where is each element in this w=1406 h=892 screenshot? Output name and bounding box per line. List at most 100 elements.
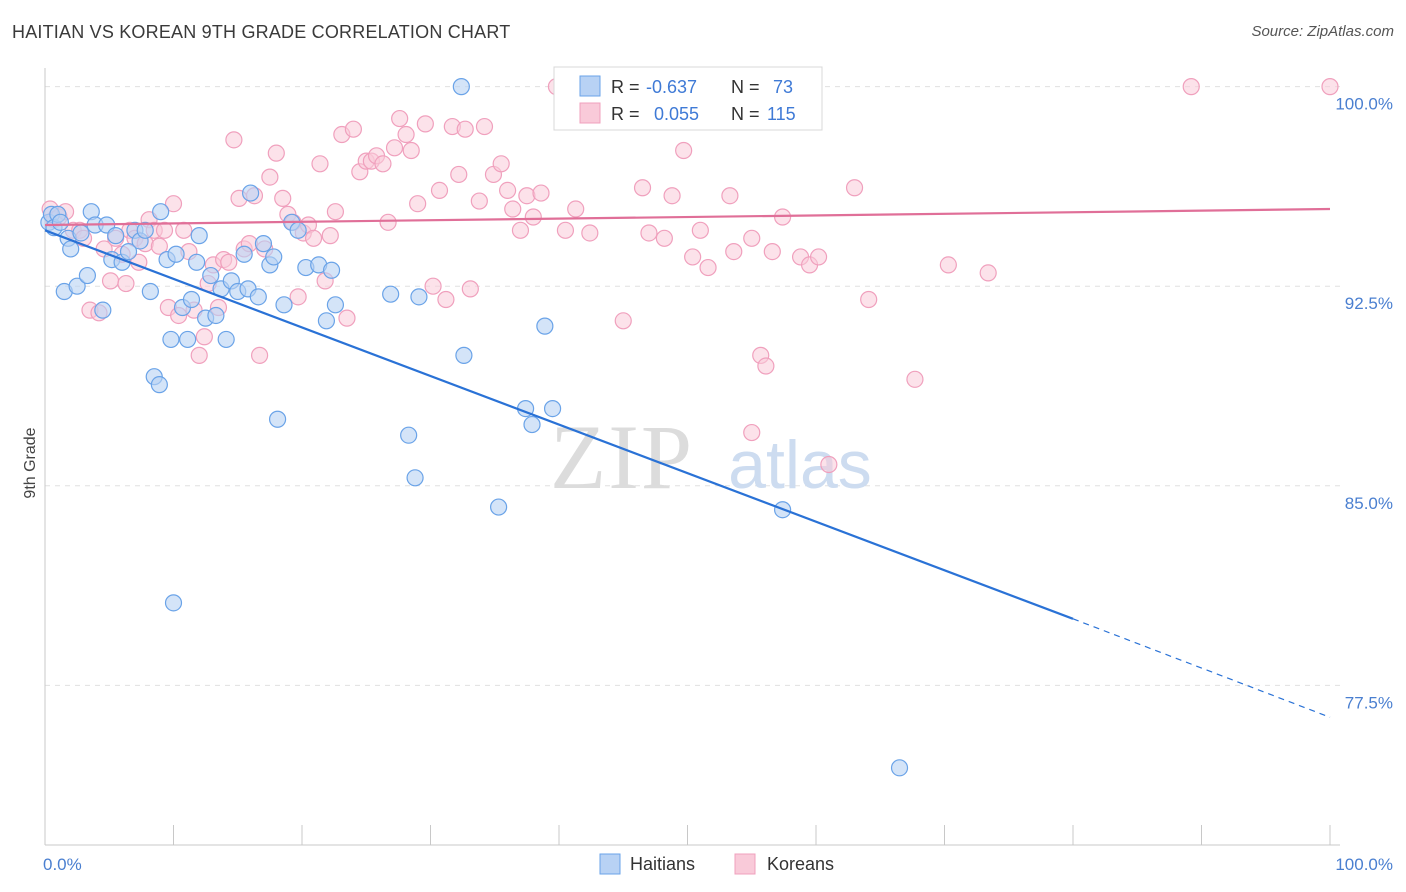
korean-point-81 (499, 181, 517, 200)
legend-n-value-haitians: 73 (773, 77, 793, 97)
haitian-point-47 (265, 248, 283, 266)
korean-point-76 (461, 280, 479, 298)
korean-point-106 (773, 208, 792, 226)
haitian-point-33 (190, 227, 208, 245)
korean-point-69 (416, 115, 434, 133)
haitian-point-21 (136, 221, 154, 239)
korean-point-75 (456, 120, 474, 138)
korean-point-96 (663, 187, 681, 205)
haitian-point-62 (455, 346, 473, 364)
korean-point-65 (391, 109, 409, 128)
haitian-point-16 (107, 227, 125, 245)
haitian-point-13 (94, 301, 112, 319)
x-tick-label-0: 0.0% (43, 855, 82, 874)
korean-point-112 (906, 370, 924, 388)
bottom-legend-swatch-haitians (599, 853, 621, 875)
haitian-point-56 (326, 296, 345, 314)
korean-point-97 (675, 141, 693, 160)
haitian-point-4 (51, 213, 70, 231)
y-tick-label-3: 77.5% (1345, 693, 1393, 712)
legend-r-label-haitians: R = (611, 77, 640, 97)
haitian-point-31 (182, 290, 201, 309)
haitian-point-27 (162, 330, 180, 349)
korean-point-113 (939, 256, 957, 274)
watermark: ZIP atlas (550, 406, 872, 508)
korean-point-110 (820, 455, 838, 474)
y-tick-labels: 100.0% 92.5% 85.0% 77.5% (1335, 95, 1393, 713)
haitian-point-43 (242, 184, 260, 202)
korean-point-35 (225, 131, 243, 149)
korean-point-85 (524, 208, 542, 226)
legend-n-value-koreans: 115 (767, 104, 796, 124)
korean-point-20 (150, 237, 168, 255)
korean-point-105 (763, 243, 781, 261)
korean-point-82 (504, 200, 522, 218)
korean-point-28 (190, 346, 208, 364)
grid-lines (45, 86, 1340, 686)
haitian-point-10 (78, 266, 97, 285)
korean-point-116 (1321, 78, 1339, 96)
haitian-point-35 (202, 266, 220, 285)
haitian-point-38 (217, 330, 235, 349)
haitian-point-66 (536, 317, 554, 335)
korean-point-34 (220, 253, 238, 271)
korean-point-84 (518, 187, 536, 205)
haitian-point-32 (188, 253, 206, 271)
haitian-point-67 (543, 400, 562, 418)
y-tick-label-1: 92.5% (1345, 294, 1393, 313)
korean-point-74 (450, 165, 468, 184)
haitian-point-61 (452, 78, 470, 96)
haitian-point-48 (268, 410, 287, 428)
korean-point-103 (743, 229, 761, 247)
haitian-point-41 (235, 245, 253, 263)
korean-point-115 (1182, 78, 1200, 96)
korean-point-101 (721, 187, 739, 205)
legend-n-label-koreans: N = (731, 104, 760, 124)
haitian-point-24 (150, 376, 168, 394)
y-axis-label: 9th Grade (22, 427, 39, 498)
legend-r-label-koreans: R = (611, 104, 640, 124)
korean-point-100 (699, 258, 717, 277)
haitian-point-28 (167, 245, 185, 263)
korean-point-13 (117, 274, 135, 293)
haitian-point-59 (406, 469, 424, 487)
korean-point-93 (633, 179, 652, 197)
korean-point-25 (175, 221, 193, 239)
korean-point-91 (614, 312, 632, 330)
haitian-trend-extension (1072, 618, 1331, 718)
korean-point-54 (326, 203, 345, 221)
korean-point-114 (979, 264, 997, 282)
korean-point-23 (164, 195, 183, 213)
korean-point-67 (402, 141, 420, 160)
source-credit: Source: ZipAtlas.com (1251, 23, 1394, 40)
y-tick-label-0: 100.0% (1335, 95, 1393, 114)
legend-swatch-haitians (579, 75, 601, 97)
korean-point-118 (757, 357, 775, 375)
korean-point-86 (532, 184, 550, 202)
haitian-point-7 (62, 240, 80, 258)
korean-point-78 (475, 117, 494, 136)
haitian-point-70 (164, 594, 183, 612)
korean-point-117 (743, 423, 761, 442)
korean-point-98 (684, 248, 702, 266)
haitian-point-18 (119, 243, 138, 261)
bottom-legend-label-koreans: Koreans (767, 854, 834, 874)
haitian-point-58 (400, 426, 418, 444)
trend-lines (44, 207, 1331, 718)
haitian-point-25 (152, 203, 170, 221)
korean-point-40 (250, 346, 269, 364)
x-tick-label-1: 100.0% (1335, 855, 1393, 874)
korean-point-66 (397, 125, 415, 144)
legend-r-value-haitians: -0.637 (646, 77, 697, 97)
korean-point-109 (809, 248, 828, 266)
korean-point-42 (261, 168, 279, 186)
haitian-point-49 (275, 296, 293, 314)
korean-point-102 (725, 243, 743, 261)
korean-point-99 (691, 221, 709, 239)
haitian-point-51 (289, 221, 307, 239)
korean-point-72 (437, 290, 455, 309)
haitian-point-36 (207, 306, 225, 325)
korean-point-29 (195, 328, 213, 346)
korean-point-63 (379, 213, 397, 231)
